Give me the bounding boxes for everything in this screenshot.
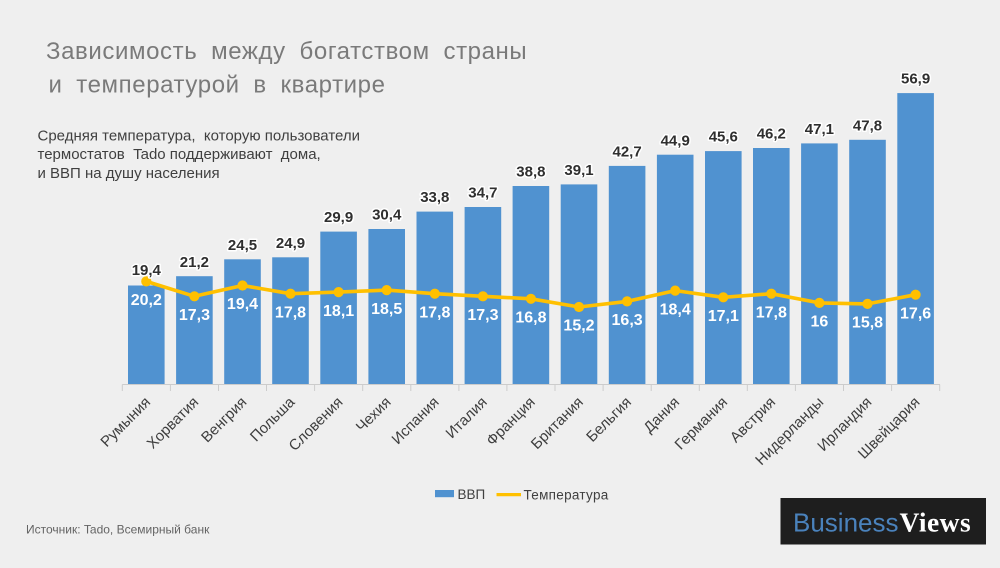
svg-text:20,2: 20,2 [131, 292, 162, 309]
svg-text:BusinessViews: BusinessViews [793, 507, 971, 538]
svg-text:21,2: 21,2 [180, 254, 209, 271]
svg-text:Зависимость между богатством с: Зависимость между богатством страны [46, 38, 527, 65]
svg-text:47,8: 47,8 [853, 117, 882, 134]
svg-text:и температурой в квартире: и температурой в квартире [49, 72, 386, 99]
svg-text:15,8: 15,8 [852, 315, 883, 332]
svg-text:17,1: 17,1 [708, 308, 739, 325]
svg-text:33,8: 33,8 [420, 189, 449, 206]
svg-text:18,5: 18,5 [371, 301, 402, 318]
svg-text:18,1: 18,1 [323, 303, 354, 320]
svg-text:17,6: 17,6 [900, 305, 931, 322]
svg-text:30,4: 30,4 [372, 207, 402, 224]
svg-text:и ВВП на душу населения: и ВВП на душу населения [38, 165, 220, 182]
svg-text:16: 16 [811, 314, 829, 331]
svg-text:29,9: 29,9 [324, 209, 353, 226]
svg-text:46,2: 46,2 [757, 126, 786, 143]
svg-text:47,1: 47,1 [805, 121, 834, 138]
svg-text:16,3: 16,3 [612, 312, 643, 329]
svg-text:24,5: 24,5 [228, 237, 257, 254]
svg-text:19,4: 19,4 [227, 296, 258, 313]
svg-text:44,9: 44,9 [661, 132, 690, 149]
svg-text:17,3: 17,3 [179, 307, 210, 324]
svg-text:24,9: 24,9 [276, 235, 305, 252]
svg-text:термостатов Tado поддерживают: термостатов Tado поддерживают дома, [38, 146, 321, 163]
svg-text:17,8: 17,8 [419, 304, 450, 321]
svg-text:Средняя температура, которую: Средняя температура, которую пользовател… [38, 128, 361, 145]
svg-text:15,2: 15,2 [563, 318, 594, 335]
svg-text:39,1: 39,1 [564, 162, 593, 179]
svg-text:45,6: 45,6 [709, 129, 738, 146]
svg-text:17,3: 17,3 [467, 307, 498, 324]
svg-text:17,8: 17,8 [756, 304, 787, 321]
svg-text:ВВП: ВВП [458, 487, 486, 502]
svg-text:Источник: Tado, Всемирный банк: Источник: Tado, Всемирный банк [26, 523, 210, 537]
svg-text:17,8: 17,8 [275, 304, 306, 321]
svg-text:16,8: 16,8 [515, 310, 546, 327]
svg-text:38,8: 38,8 [516, 164, 545, 181]
svg-text:34,7: 34,7 [468, 185, 497, 202]
svg-text:Температура: Температура [524, 487, 609, 502]
svg-text:18,4: 18,4 [660, 301, 691, 318]
svg-text:19,4: 19,4 [132, 262, 162, 279]
svg-text:56,9: 56,9 [901, 71, 930, 88]
svg-text:42,7: 42,7 [612, 144, 641, 161]
